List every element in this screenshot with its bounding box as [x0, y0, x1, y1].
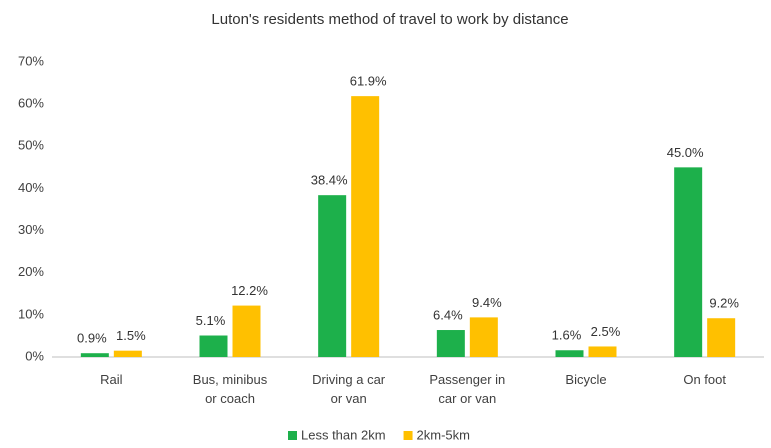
value-label: 9.2%	[709, 296, 739, 311]
x-tick-label-line: or van	[331, 391, 367, 406]
x-tick-label-line: Bus, minibus	[193, 372, 268, 387]
value-label: 6.4%	[433, 307, 463, 322]
bar	[199, 335, 228, 357]
bar	[707, 318, 736, 357]
value-label: 38.4%	[311, 173, 348, 188]
value-label: 45.0%	[667, 145, 704, 160]
x-tick-label-line: Bicycle	[565, 372, 606, 387]
value-label: 0.9%	[77, 331, 107, 346]
bar	[674, 167, 703, 357]
x-tick-label-line: On foot	[683, 372, 726, 387]
x-tick-label: Driving a car or van	[312, 372, 386, 406]
value-label: 1.5%	[116, 328, 146, 343]
x-tick-label-line: Passenger in	[429, 372, 505, 387]
value-label: 5.1%	[196, 313, 226, 328]
x-tick-label: Passenger in car or van	[429, 372, 505, 406]
value-label: 61.9%	[350, 74, 387, 89]
x-tick-label: Rail	[100, 372, 123, 387]
value-label: 12.2%	[231, 283, 268, 298]
x-tick-label-line: or coach	[205, 391, 255, 406]
x-tick-label: Bicycle	[565, 372, 606, 387]
bar	[555, 350, 584, 357]
legend-label: Less than 2km	[301, 427, 386, 442]
value-label: 1.6%	[552, 328, 582, 343]
y-tick-label: 0%	[25, 348, 44, 363]
x-tick-label-line: Driving a car	[312, 372, 386, 387]
y-tick-label: 10%	[18, 306, 44, 321]
x-tick-label-line: Rail	[100, 372, 123, 387]
y-tick-label: 50%	[18, 138, 44, 153]
x-tick-label: On foot	[683, 372, 726, 387]
bar	[232, 305, 261, 357]
y-tick-label: 40%	[18, 180, 44, 195]
chart-title: Luton's residents method of travel to wo…	[211, 11, 568, 28]
legend-swatch	[403, 431, 413, 440]
bar	[436, 330, 465, 357]
bar	[113, 350, 142, 357]
y-tick-label: 20%	[18, 264, 44, 279]
x-tick-label-line: car or van	[438, 391, 496, 406]
y-tick-label: 70%	[18, 53, 44, 68]
x-tick-label: Bus, minibus or coach	[193, 372, 268, 406]
legend-label: 2km-5km	[417, 427, 470, 442]
bar	[469, 317, 498, 357]
legend-swatch	[288, 431, 297, 440]
value-label: 9.4%	[472, 295, 502, 310]
bar	[80, 353, 109, 357]
bar	[351, 96, 380, 357]
bar	[588, 346, 617, 357]
value-label: 2.5%	[591, 324, 621, 339]
y-tick-label: 60%	[18, 96, 44, 111]
bar	[318, 195, 347, 357]
y-tick-label: 30%	[18, 222, 44, 237]
